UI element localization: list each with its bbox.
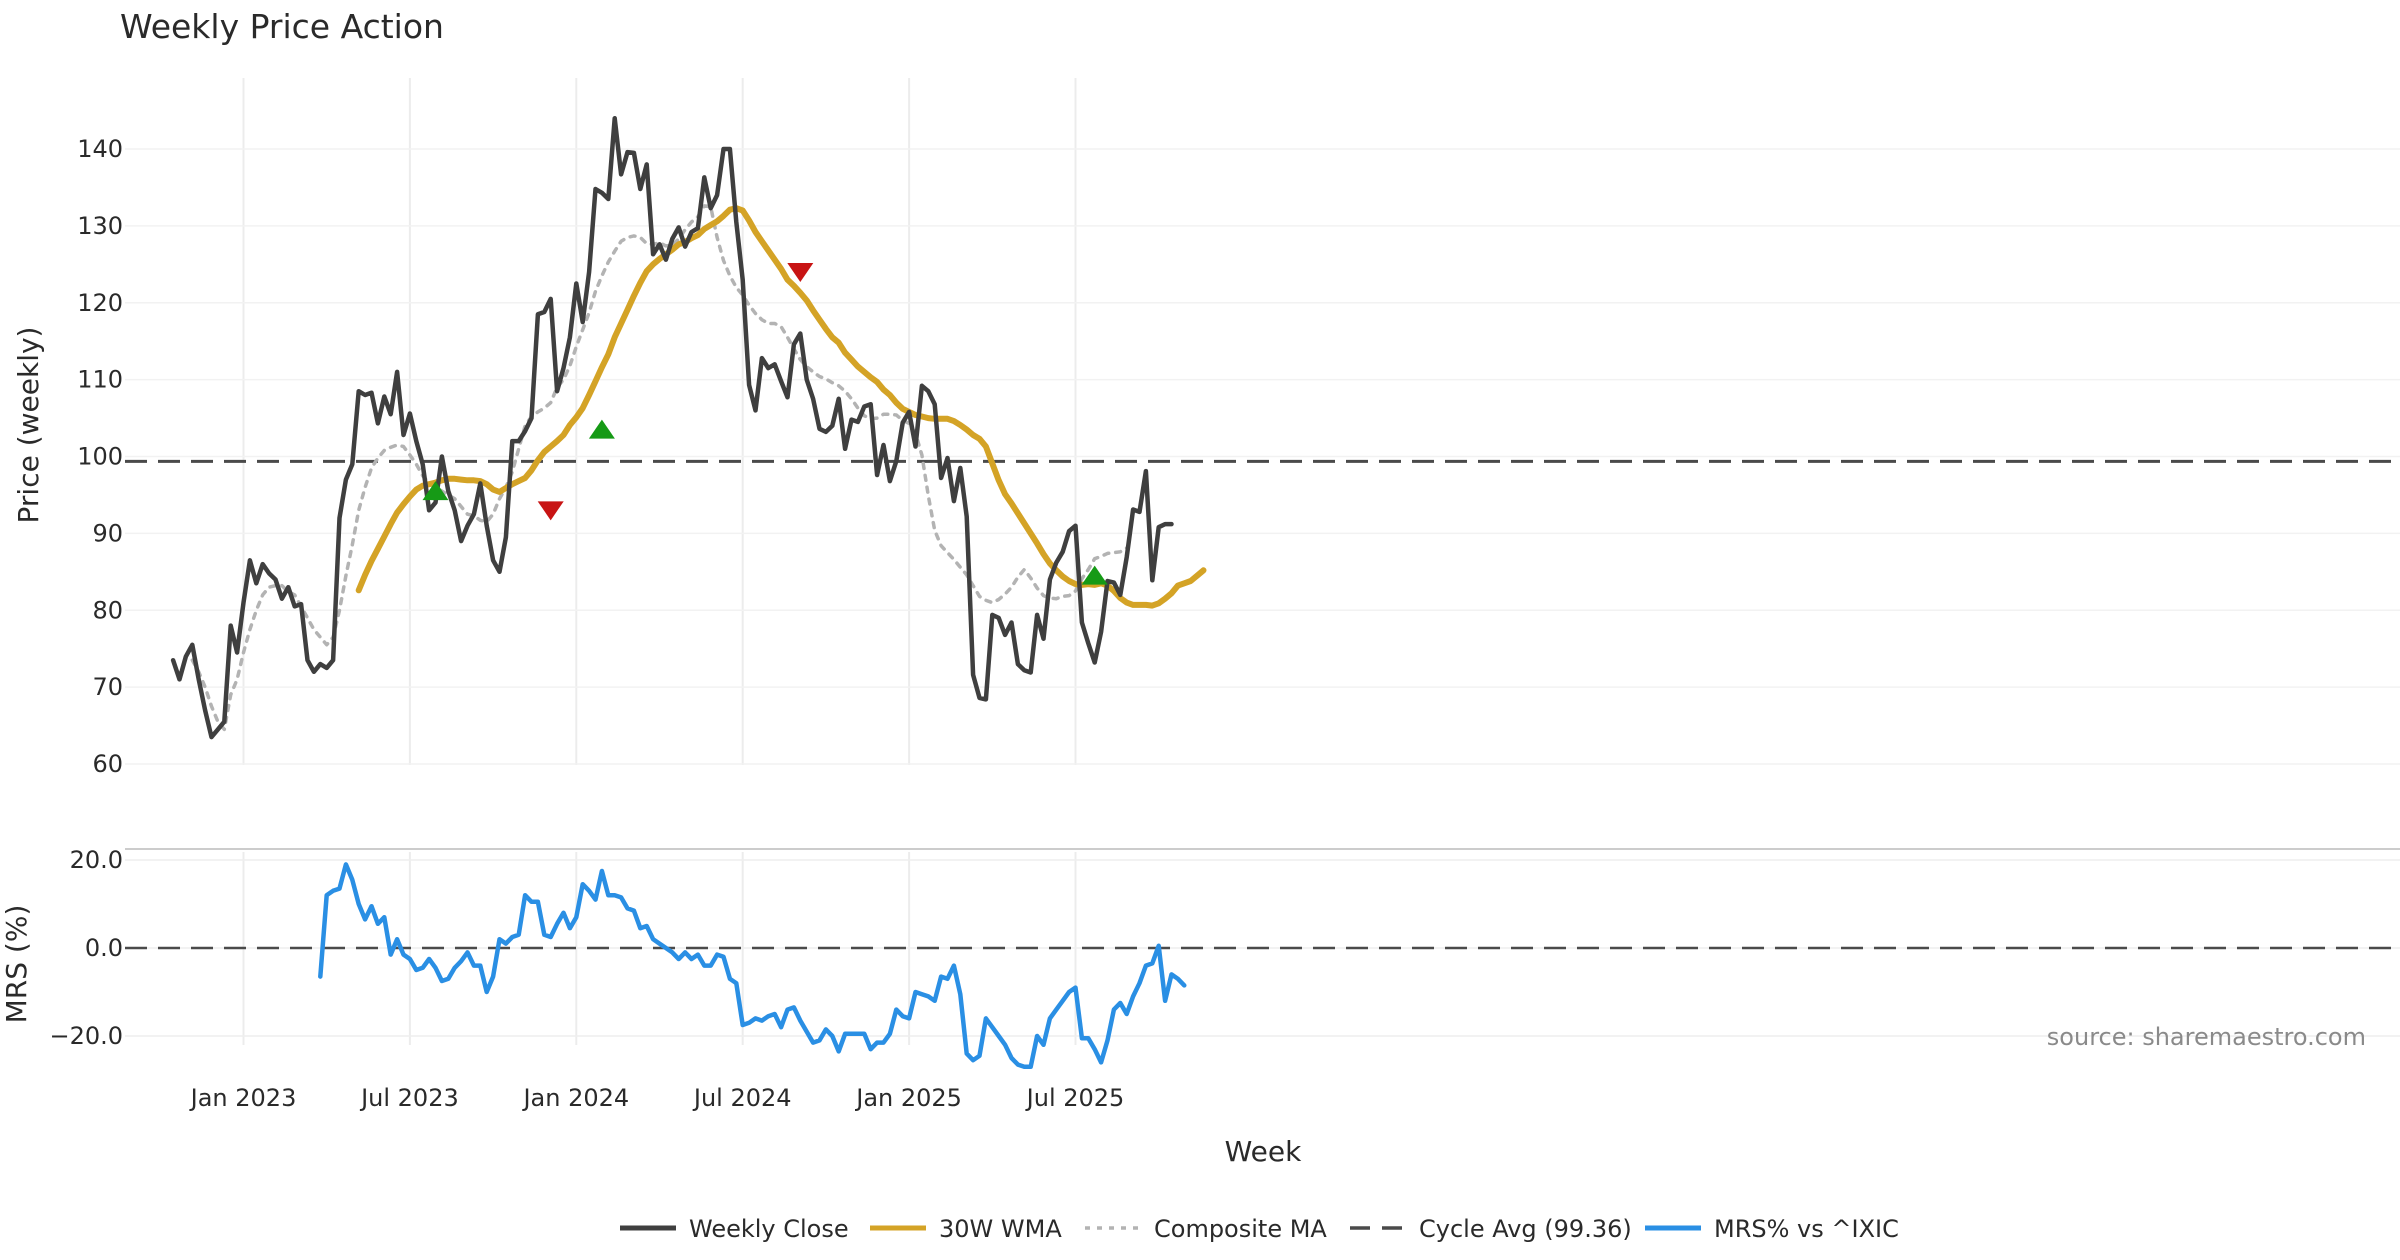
- chart-title: Weekly Price Action: [120, 7, 444, 46]
- legend[interactable]: Weekly Close 30W WMA Composite MA Cycle Avg…: [620, 1215, 1899, 1243]
- price-y-tick-label: 120: [77, 289, 123, 317]
- series-mrs: [318, 862, 1187, 1070]
- grid-layer: [125, 78, 2400, 1045]
- legend-item[interactable]: Composite MA: [1085, 1215, 1327, 1243]
- x-tick-label: Jan 2025: [854, 1084, 962, 1112]
- legend-item[interactable]: MRS% vs ^IXIC: [1645, 1215, 1899, 1243]
- legend-item[interactable]: Weekly Close: [620, 1215, 849, 1243]
- x-tick-label: Jan 2024: [521, 1084, 629, 1112]
- buy-signal-marker: [422, 481, 449, 501]
- x-tick-label: Jan 2023: [189, 1084, 297, 1112]
- mrs-axis-label: MRS (%): [0, 905, 33, 1024]
- x-tick-label: Jul 2025: [1025, 1084, 1125, 1112]
- price-axis-label: Price (weekly): [12, 327, 45, 524]
- mrs-y-tick-label: 20.0: [70, 846, 123, 874]
- price-y-tick-label: 80: [92, 596, 123, 624]
- signal-markers: [422, 263, 1108, 585]
- price-y-tick-label: 100: [77, 443, 123, 471]
- sell-signal-marker: [537, 501, 564, 521]
- price-y-tick-label: 90: [92, 519, 123, 547]
- x-axis-label: Week: [1225, 1135, 1302, 1168]
- price-y-tick-label: 130: [77, 212, 123, 240]
- x-tick-label: Jul 2024: [692, 1084, 792, 1112]
- series-weekly-close: [170, 116, 1174, 740]
- sell-signal-marker: [787, 263, 814, 282]
- legend-label: MRS% vs ^IXIC: [1714, 1215, 1899, 1243]
- buy-signal-marker: [588, 419, 615, 439]
- price-y-tick-label: 140: [77, 135, 123, 163]
- mrs-y-tick-label: 0.0: [85, 934, 123, 962]
- mrs-y-tick-label: −20.0: [49, 1022, 123, 1050]
- series-layer: [170, 116, 1207, 1070]
- price-y-tick-label: 110: [77, 366, 123, 394]
- legend-item[interactable]: 30W WMA: [870, 1215, 1062, 1243]
- reference-lines: [125, 459, 2400, 950]
- legend-label: Composite MA: [1154, 1215, 1327, 1243]
- price-y-tick-label: 60: [92, 750, 123, 778]
- legend-label: 30W WMA: [939, 1215, 1062, 1243]
- buy-signal-marker: [1081, 565, 1108, 585]
- legend-item[interactable]: Cycle Avg (99.36): [1350, 1215, 1632, 1243]
- price-y-tick-label: 70: [92, 673, 123, 701]
- axis-ticks: Jan 2023 Jul 2023 Jan 2024 Jul 2024 Jan 2025…: [49, 135, 1124, 1112]
- source-watermark: source: sharemaestro.com: [2047, 1023, 2366, 1051]
- legend-label: Cycle Avg (99.36): [1419, 1215, 1632, 1243]
- legend-label: Weekly Close: [689, 1215, 849, 1243]
- series-30w-wma: [355, 205, 1207, 609]
- x-tick-label: Jul 2023: [359, 1084, 459, 1112]
